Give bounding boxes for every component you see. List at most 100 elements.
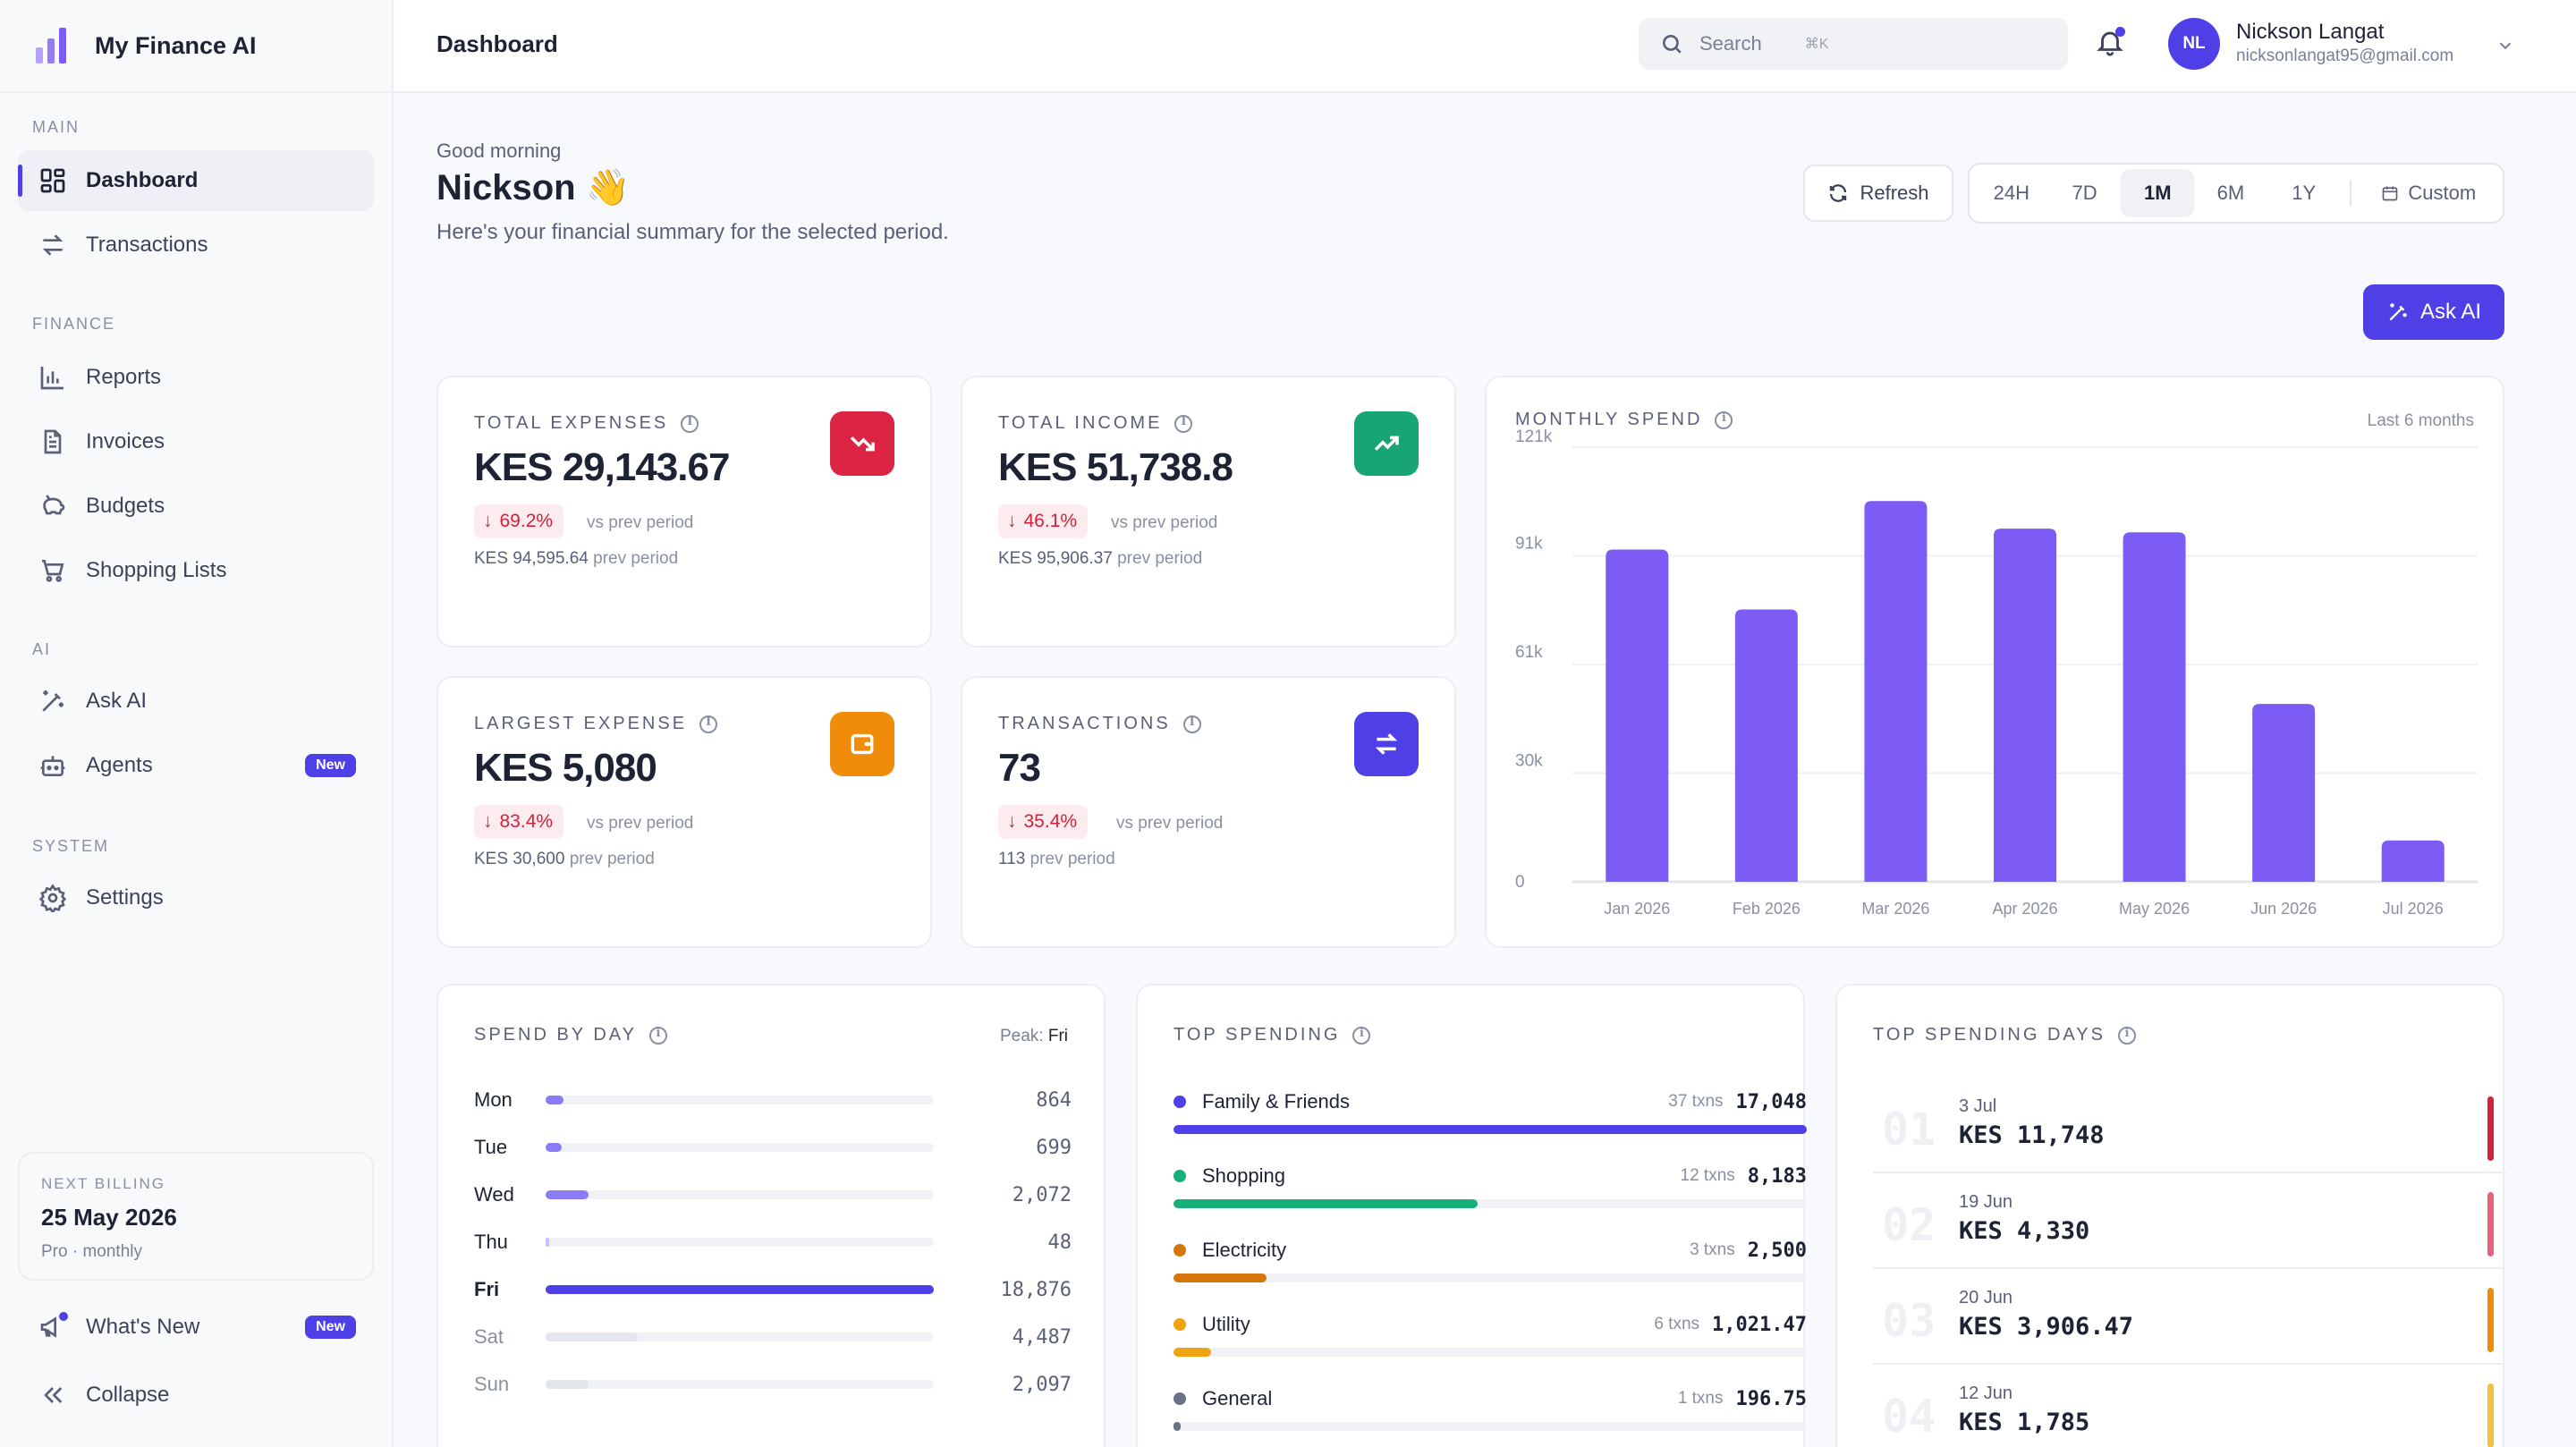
category-amount: 2,500 — [1747, 1239, 1807, 1262]
nav-section-finance: FINANCE — [32, 315, 116, 333]
category-bar-fill — [1174, 1422, 1182, 1431]
prev-value: KES 94,595.64 — [474, 549, 589, 568]
day-date: 20 Jun — [1959, 1288, 2013, 1307]
sidebar-item-reports[interactable]: Reports — [18, 347, 374, 408]
chart-bar[interactable] — [1606, 549, 1669, 882]
change-value: 69.2% — [499, 511, 554, 531]
top-header: Dashboard Search ⌘K NL Nickson Langat ni… — [394, 0, 2576, 93]
user-name[interactable]: Nickson Langat — [2236, 20, 2385, 44]
day-amount: KES 1,785 — [1959, 1409, 2090, 1436]
day-row: Mon 864 — [474, 1082, 1072, 1118]
category-txns: 1 txns — [1677, 1389, 1724, 1408]
section-title-text: SPEND BY DAY — [474, 1025, 637, 1045]
sidebar-item-ask-ai[interactable]: Ask AI — [18, 671, 374, 732]
info-icon[interactable] — [699, 715, 718, 733]
billing-label: NEXT BILLING — [41, 1175, 165, 1192]
x-tick-label: Apr 2026 — [1992, 900, 2057, 918]
info-icon[interactable] — [1715, 410, 1733, 429]
calendar-icon — [2383, 186, 2398, 201]
sidebar-item-label: Ask AI — [86, 689, 148, 713]
sidebar-item-settings[interactable]: Settings — [18, 867, 374, 928]
range-24h[interactable]: 24H — [1993, 182, 2030, 204]
info-icon[interactable] — [1174, 414, 1193, 433]
day-row: Thu 48 — [474, 1224, 1072, 1260]
top-day-row[interactable]: 02 19 Jun KES 4,330 — [1873, 1174, 2506, 1269]
arrow-down-icon: ↓ — [483, 811, 493, 832]
day-bar-fill — [546, 1143, 563, 1152]
day-date: 3 Jul — [1959, 1096, 1997, 1116]
info-icon[interactable] — [1352, 1026, 1371, 1045]
range-7d[interactable]: 7D — [2072, 182, 2097, 204]
chart-bar[interactable] — [2123, 532, 2186, 882]
top-day-row[interactable]: 01 3 Jul KES 11,748 — [1873, 1079, 2506, 1173]
robot-icon — [38, 750, 68, 781]
chart-bar[interactable] — [1864, 501, 1928, 882]
range-1m[interactable]: 1M — [2121, 169, 2195, 217]
chart-bar[interactable] — [2252, 704, 2316, 882]
range-6m[interactable]: 6M — [2216, 182, 2245, 204]
prev-value: KES 95,906.37 — [998, 549, 1113, 568]
day-amount: KES 4,330 — [1959, 1217, 2090, 1245]
day-value: 699 — [1036, 1136, 1072, 1159]
collapse-button[interactable]: Collapse — [18, 1365, 374, 1426]
category-bar-fill — [1174, 1274, 1267, 1282]
chart-bar[interactable] — [2381, 840, 2445, 882]
search-placeholder: Search — [1699, 32, 1762, 55]
user-menu-chevron-down-icon[interactable] — [2496, 36, 2513, 54]
sidebar-item-agents[interactable]: Agents New — [18, 735, 374, 796]
day-bar-track — [546, 1190, 934, 1199]
range-1y[interactable]: 1Y — [2292, 182, 2317, 204]
spending-category-row[interactable]: Electricity 3 txns 2,500 — [1174, 1234, 1807, 1282]
info-icon[interactable] — [2117, 1026, 2136, 1045]
sidebar-item-invoices[interactable]: Invoices — [18, 411, 374, 472]
sidebar-item-label: Invoices — [86, 429, 165, 453]
day-date: 19 Jun — [1959, 1192, 2013, 1212]
category-bar-track — [1174, 1199, 1807, 1208]
y-tick-label: 91k — [1515, 535, 1543, 554]
avatar[interactable]: NL — [2168, 18, 2220, 70]
sidebar-item-shopping-lists[interactable]: Shopping Lists — [18, 540, 374, 601]
sidebar-item-transactions[interactable]: Transactions — [18, 215, 374, 275]
search-input[interactable]: Search ⌘K — [1639, 18, 2068, 70]
day-indicator-bar — [2487, 1288, 2494, 1352]
range-custom-label: Custom — [2408, 182, 2477, 204]
day-bar-fill — [546, 1333, 639, 1341]
spending-category-row[interactable]: Shopping 12 txns 8,183 — [1174, 1160, 1807, 1208]
category-dot — [1174, 1170, 1186, 1182]
spending-category-row[interactable]: Utility 6 txns 1,021.47 — [1174, 1308, 1807, 1357]
sidebar-item-budgets[interactable]: Budgets — [18, 476, 374, 537]
category-bar-track — [1174, 1422, 1807, 1431]
sidebar-item-dashboard[interactable]: Dashboard — [18, 150, 374, 211]
kpi-largest-expense: LARGEST EXPENSE KES 5,080 ↓ 83.4% vs prev… — [436, 676, 932, 948]
category-name: Family & Friends — [1202, 1090, 1351, 1113]
notifications-button[interactable] — [2095, 27, 2131, 63]
refresh-label: Refresh — [1860, 182, 1929, 204]
spending-category-row[interactable]: Family & Friends 37 txns 17,048 — [1174, 1086, 1807, 1134]
sidebar-item-label: Settings — [86, 885, 164, 910]
ask-ai-button[interactable]: Ask AI — [2363, 284, 2504, 340]
category-dot — [1174, 1244, 1186, 1257]
whats-new-button[interactable]: What's New New — [18, 1297, 374, 1358]
chart-bar[interactable] — [1994, 529, 2056, 882]
x-tick-label: Mar 2026 — [1861, 900, 1929, 918]
refresh-button[interactable]: Refresh — [1803, 165, 1953, 222]
chart-bar[interactable] — [1734, 609, 1798, 882]
day-rank: 01 — [1882, 1104, 1936, 1155]
day-value: 48 — [1047, 1231, 1072, 1254]
info-icon[interactable] — [1182, 715, 1201, 733]
new-badge: New — [305, 1316, 356, 1339]
spending-category-row[interactable]: General 1 txns 196.75 — [1174, 1383, 1807, 1431]
day-value: 2,097 — [1012, 1373, 1072, 1396]
range-custom[interactable]: Custom — [2360, 169, 2497, 217]
change-value: 35.4% — [1023, 811, 1078, 832]
piggy-bank-icon — [38, 491, 68, 521]
day-bar-fill — [546, 1096, 564, 1104]
y-tick-label: 0 — [1515, 873, 1525, 892]
info-icon[interactable] — [648, 1026, 667, 1045]
info-icon[interactable] — [681, 414, 699, 433]
top-day-row[interactable]: 04 12 Jun KES 1,785 — [1873, 1366, 2506, 1447]
logo[interactable]: My Finance AI — [0, 0, 392, 93]
billing-plan: Pro · monthly — [41, 1242, 142, 1261]
top-day-row[interactable]: 03 20 Jun KES 3,906.47 — [1873, 1270, 2506, 1365]
greeting-small: Good morning — [436, 140, 562, 162]
